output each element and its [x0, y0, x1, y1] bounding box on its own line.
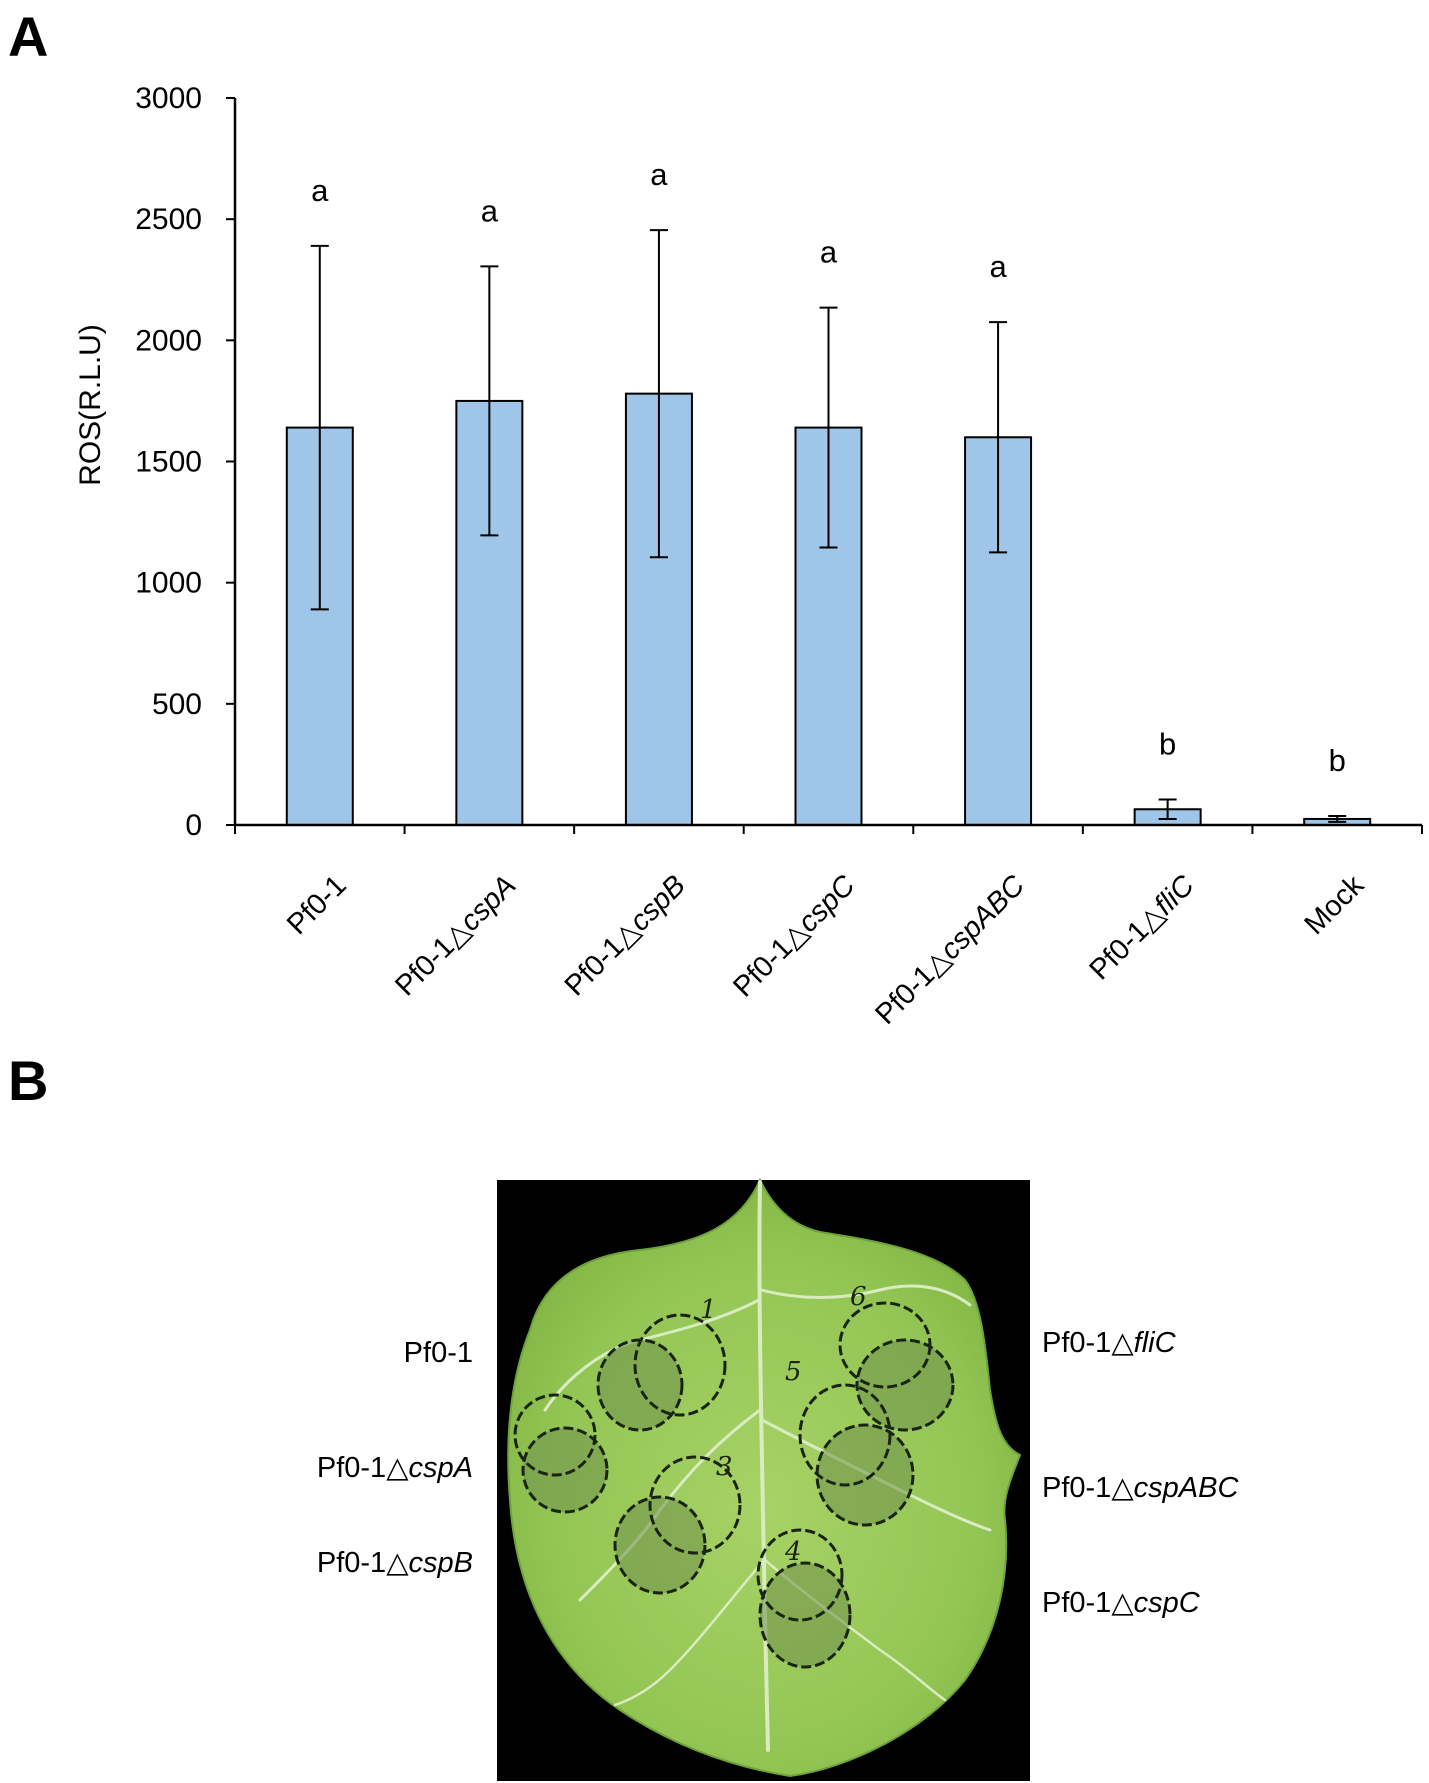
infiltration-zone-3 — [613, 1495, 707, 1595]
infiltration-ring-5 — [798, 1383, 892, 1487]
significance-letter: b — [1159, 727, 1176, 762]
delta-symbol: △ — [1111, 1587, 1134, 1619]
infiltration-ring-1 — [633, 1313, 727, 1417]
label-prefix: Pf0-1 — [1042, 1587, 1111, 1619]
panel-a-label: A — [8, 5, 48, 68]
infiltration-ring-2 — [513, 1393, 597, 1477]
label-prefix: Pf0-1 — [404, 1337, 473, 1369]
x-category-label: Pf0-1△cspC — [727, 869, 862, 1004]
y-tick-label: 2000 — [135, 324, 202, 357]
label-prefix: Pf0-1 — [1042, 1472, 1111, 1504]
leaf-label-right: Pf0-1△cspC — [1042, 1587, 1201, 1619]
label-prefix: Pf0-1 — [281, 869, 353, 941]
error-bar — [1328, 815, 1347, 823]
infiltration-zones — [513, 1301, 955, 1669]
y-tick-label: 500 — [152, 688, 202, 721]
infiltration-zone-5 — [815, 1423, 915, 1527]
infiltration-ring-4 — [756, 1528, 844, 1622]
significance-letter: a — [650, 157, 668, 192]
delta-symbol: △ — [386, 1547, 409, 1579]
x-category-label: Pf0-1△fliC — [1084, 869, 1202, 987]
panel-b-label: B — [8, 1049, 48, 1112]
x-category-label: Pf0-1△cspB — [559, 869, 692, 1002]
gene-name: fliC — [1134, 1327, 1177, 1359]
delta-symbol: △ — [1111, 1472, 1134, 1504]
infiltration-zone-2 — [521, 1426, 609, 1514]
leaf-photo: 1 6 5 3 4 — [497, 1177, 1030, 1781]
y-tick-label: 1500 — [135, 446, 202, 479]
infiltration-number: 1 — [700, 1295, 717, 1325]
y-axis-title: ROS(R.L.U) — [74, 324, 107, 486]
significance-letter: a — [820, 235, 838, 270]
x-category-label: Pf0-1△cspABC — [870, 869, 1032, 1031]
leaf-label-left: Pf0-1△cspA — [317, 1452, 473, 1484]
significance-letter: b — [1329, 743, 1346, 778]
significance-letters: a a a a a b b — [311, 157, 1346, 778]
x-category-label: Pf0-1 — [281, 869, 353, 941]
error-bar — [1158, 798, 1177, 820]
x-category-label: Mock — [1299, 869, 1371, 941]
x-axis — [233, 98, 1423, 834]
label-prefix: Pf0-1 — [1042, 1327, 1111, 1359]
y-tick-label: 3000 — [135, 82, 202, 115]
infiltration-number: 3 — [716, 1452, 733, 1482]
y-axis-ticks: 0 500 1000 1500 2000 2500 3000 — [135, 82, 235, 842]
error-bar — [480, 265, 499, 537]
x-category-label: Pf0-1△cspA — [389, 869, 522, 1002]
delta-symbol: △ — [386, 1452, 409, 1484]
infiltration-number: 4 — [784, 1537, 802, 1567]
error-bar — [819, 306, 838, 549]
error-bar — [310, 244, 329, 611]
error-bars — [310, 229, 1347, 823]
label-prefix: Mock — [1299, 869, 1371, 941]
x-axis-category-labels: Pf0-1Pf0-1△cspAPf0-1△cspBPf0-1△cspCPf0-1… — [281, 869, 1370, 1031]
infiltration-ring-6 — [838, 1301, 932, 1389]
gene-name: cspC — [1134, 1587, 1201, 1619]
significance-letter: a — [989, 249, 1007, 284]
gene-name: cspA — [409, 1452, 473, 1484]
infiltration-number: 5 — [785, 1357, 802, 1387]
ros-bar-chart: 0 500 1000 1500 2000 2500 3000 a a a a a b b Pf0-1 Pf… — [74, 82, 1423, 1031]
label-prefix: Pf0-1 — [317, 1547, 386, 1579]
infiltration-ring-3 — [648, 1455, 742, 1555]
infiltration-zone-6 — [855, 1338, 955, 1432]
infiltration-numbers: 1 6 5 3 4 — [700, 1282, 867, 1567]
leaf-label-right: Pf0-1△cspABC — [1042, 1472, 1239, 1504]
y-tick-label: 0 — [185, 809, 202, 842]
significance-letter: a — [481, 193, 499, 228]
leaf-label-left: Pf0-1△cspB — [317, 1547, 473, 1579]
infiltration-zone-4 — [758, 1561, 852, 1669]
error-bar — [649, 229, 668, 559]
leaf-label-left: Pf0-1 — [404, 1337, 473, 1369]
y-tick-label: 1000 — [135, 567, 202, 600]
gene-name: cspABC — [934, 869, 1031, 966]
gene-name: cspABC — [1134, 1472, 1240, 1504]
y-tick-label: 2500 — [135, 203, 202, 236]
label-prefix: Pf0-1 — [317, 1452, 386, 1484]
leaf-label-right: Pf0-1△fliC — [1042, 1327, 1177, 1359]
error-bar — [989, 321, 1008, 554]
infiltration-number: 6 — [850, 1282, 867, 1312]
delta-symbol: △ — [1111, 1327, 1134, 1359]
leaf-veins — [543, 1180, 992, 1752]
significance-letter: a — [311, 173, 329, 208]
gene-name: cspB — [409, 1547, 473, 1579]
